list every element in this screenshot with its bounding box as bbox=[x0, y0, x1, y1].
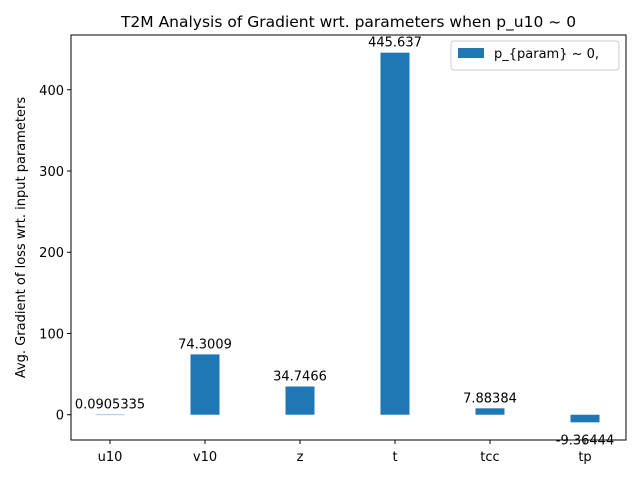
y-tick-label-200: 200 bbox=[39, 246, 64, 261]
y-tick-label-400: 400 bbox=[39, 84, 64, 99]
x-axis-ticks: u10 v10 z t tcc tp bbox=[98, 440, 592, 465]
data-label-t: 445.637 bbox=[368, 36, 422, 51]
legend: p_{param} ~ 0, bbox=[450, 40, 620, 71]
x-tick-label-v10: v10 bbox=[193, 450, 217, 465]
plot-area bbox=[71, 35, 626, 440]
y-tick-label-0: 0 bbox=[56, 409, 64, 424]
data-label-v10: 74.3009 bbox=[178, 337, 232, 352]
legend-box bbox=[450, 40, 620, 71]
x-tick-label-u10: u10 bbox=[98, 450, 123, 465]
data-label-u10: 0.0905335 bbox=[75, 398, 145, 413]
y-tick-label-300: 300 bbox=[39, 165, 64, 180]
bars-group bbox=[95, 52, 600, 423]
chart-title: T2M Analysis of Gradient wrt. parameters… bbox=[120, 13, 576, 32]
plot-frame bbox=[70, 34, 627, 441]
data-label-tcc: 7.88384 bbox=[463, 391, 517, 406]
bar-tp bbox=[570, 414, 600, 423]
bar-tcc bbox=[475, 408, 505, 415]
legend-label: p_{param} ~ 0, bbox=[494, 47, 599, 62]
bar-t bbox=[380, 52, 410, 415]
data-label-z: 34.7466 bbox=[273, 370, 327, 385]
y-axis-label: Avg. Gradient of loss wrt. input paramet… bbox=[14, 97, 29, 379]
x-tick-label-tcc: tcc bbox=[480, 450, 499, 465]
y-axis-ticks: 0 100 200 300 400 bbox=[39, 84, 71, 424]
y-tick-label-100: 100 bbox=[39, 327, 64, 342]
x-tick-label-z: z bbox=[297, 450, 304, 465]
bar-v10 bbox=[190, 354, 220, 415]
legend-swatch bbox=[458, 48, 484, 58]
bar-z bbox=[285, 386, 315, 415]
x-tick-label-t: t bbox=[392, 450, 397, 465]
x-tick-label-tp: tp bbox=[578, 450, 591, 465]
